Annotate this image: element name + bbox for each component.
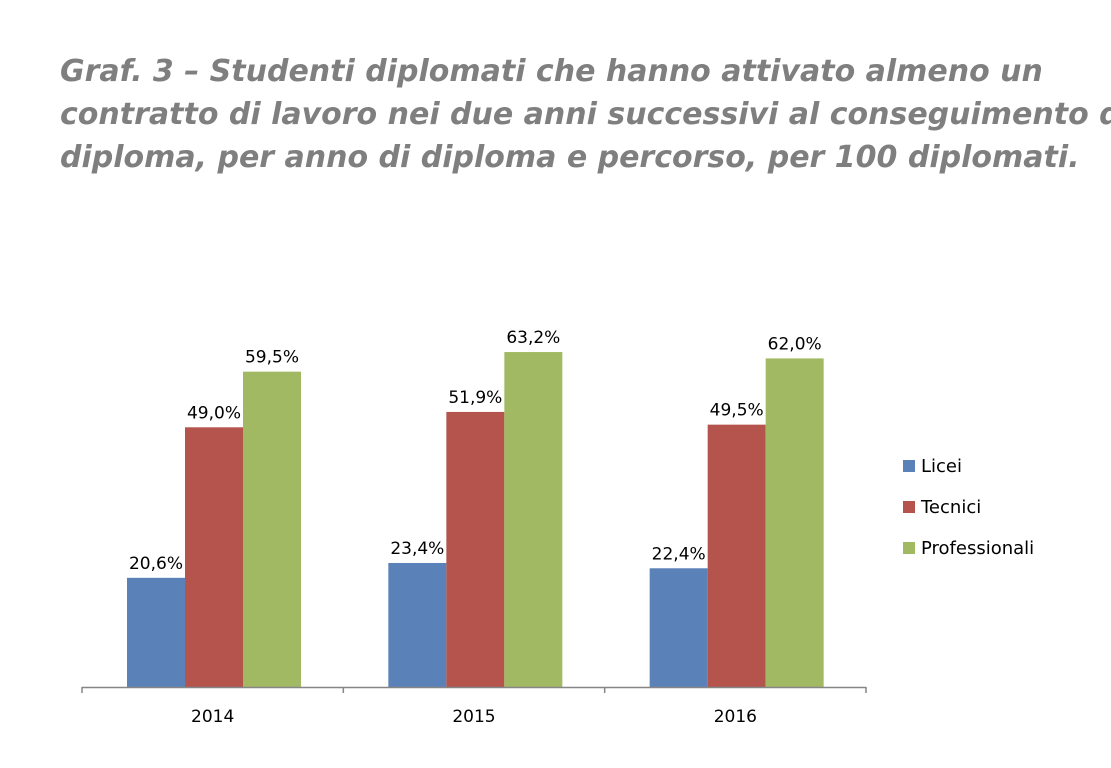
bars-layer (127, 352, 824, 687)
legend: Licei Tecnici Professionali (903, 456, 1034, 559)
legend-label-licei: Licei (921, 456, 962, 477)
data-label: 62,0% (768, 334, 822, 354)
data-label: 23,4% (390, 539, 444, 559)
chart-title-line: Graf. 3 – Studenti diplomati che hanno a… (60, 54, 1043, 89)
bar-tecnici-2014 (185, 427, 243, 687)
x-tick-label: 2016 (714, 707, 757, 727)
chart-title-line: diploma, per anno di diploma e percorso,… (60, 140, 1080, 175)
bar-professionali-2015 (504, 352, 563, 687)
data-label: 20,6% (129, 554, 183, 574)
x-tick-label: 2014 (191, 707, 234, 727)
legend-swatch-licei (903, 460, 915, 472)
x-axis: 2014 2015 2016 (81, 686, 867, 727)
data-labels: 20,6% 49,0% 59,5% 23,4% 51,9% 63,2% 22,4% 49,5%… (129, 328, 822, 574)
data-label: 49,5% (710, 401, 764, 421)
data-label: 63,2% (506, 328, 560, 348)
bar-professionali-2016 (765, 358, 824, 687)
data-label: 51,9% (448, 388, 502, 408)
bar-licei-2014 (127, 577, 185, 687)
bar-tecnici-2016 (707, 424, 766, 687)
bar-licei-2015 (388, 562, 447, 687)
data-label: 59,5% (245, 348, 299, 368)
chart-title: Graf. 3 – Studenti diplomati che hanno a… (60, 50, 1111, 179)
bar-professionali-2014 (243, 371, 301, 687)
chart-title-line: contratto di lavoro nei due anni success… (60, 97, 1111, 132)
x-tick-label: 2015 (452, 707, 495, 727)
legend-swatch-tecnici (903, 501, 915, 513)
bar-licei-2016 (649, 568, 708, 687)
legend-label-tecnici: Tecnici (920, 497, 981, 518)
bar-tecnici-2015 (446, 411, 505, 687)
data-label: 22,4% (652, 544, 706, 564)
legend-label-professionali: Professionali (921, 538, 1034, 559)
legend-swatch-professionali (903, 542, 915, 554)
data-label: 49,0% (187, 403, 241, 423)
